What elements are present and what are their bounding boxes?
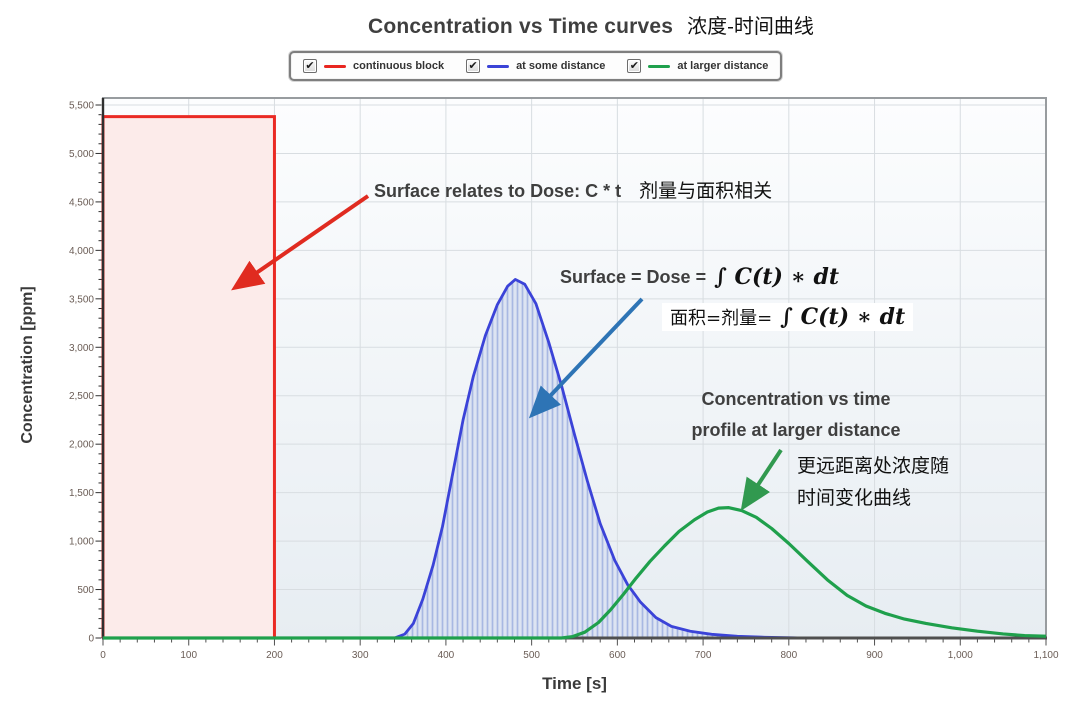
legend-item-label: at larger distance <box>677 60 769 72</box>
y-tick-label: 1,000 <box>69 537 94 548</box>
x-tick-label: 600 <box>609 650 626 661</box>
x-tick-label: 1,000 <box>948 650 973 661</box>
annotation-profile-en-line2: profile at larger distance <box>691 420 901 440</box>
y-tick-label: 4,500 <box>69 197 94 208</box>
series-at-some-distance-fill <box>394 279 802 638</box>
x-tick-label: 100 <box>180 650 197 661</box>
x-tick-label: 400 <box>438 650 455 661</box>
series-continuous-block-fill <box>103 116 275 638</box>
checkbox-icon[interactable]: ✔ <box>627 59 642 73</box>
legend-line-sample <box>648 64 671 68</box>
legend-item-label: at some distance <box>516 60 606 72</box>
chart-title: Concentration vs Time curves 浓度-时间曲线 <box>368 10 814 39</box>
legend-line-sample <box>324 64 346 68</box>
y-tick-label: 5,500 <box>69 101 94 112</box>
y-tick-label: 2,000 <box>69 440 94 451</box>
x-tick-label: 200 <box>266 650 283 661</box>
annotation-profile-zh: 更远距离处浓度随 时间变化曲线 <box>797 450 949 514</box>
legend-item-continuous-block[interactable]: ✔ continuous block <box>303 59 444 73</box>
profile-arrow <box>740 448 783 512</box>
annotation-profile-en-line1: Concentration vs time <box>701 389 891 409</box>
y-tick-label: 4,000 <box>69 246 94 257</box>
x-tick-label: 500 <box>523 650 540 661</box>
legend-line-sample <box>487 64 510 68</box>
x-tick-label: 800 <box>780 650 797 661</box>
legend-item-at-some-distance[interactable]: ✔ at some distance <box>466 59 605 73</box>
y-tick-label: 3,500 <box>69 294 94 305</box>
annotation-formula-zh: 面积=剂量= ∫ C(t) ∗ dt <box>662 303 914 331</box>
y-tick-label: 3,000 <box>69 343 94 354</box>
formula-en-math: ∫ C(t) ∗ dt <box>714 264 840 290</box>
y-tick-label: 5,000 <box>69 149 94 160</box>
x-tick-label: 300 <box>352 650 369 661</box>
x-tick-label: 1,100 <box>1033 650 1058 661</box>
x-tick-label: 900 <box>866 650 883 661</box>
legend-item-at-larger-distance[interactable]: ✔ at larger distance <box>627 59 768 73</box>
annotation-profile-en: Concentration vs time profile at larger … <box>652 384 940 446</box>
checkbox-icon[interactable]: ✔ <box>466 59 481 73</box>
y-tick-label: 500 <box>77 585 94 596</box>
y-tick-label: 0 <box>88 634 94 645</box>
checkbox-icon[interactable]: ✔ <box>303 59 317 73</box>
formula-zh-label: 面积=剂量= <box>670 308 773 329</box>
series-at-some-distance <box>393 278 802 640</box>
dose-arrow <box>231 194 370 291</box>
annotation-dose: Surface relates to Dose: C * t 剂量与面积相关 <box>374 176 772 203</box>
x-axis-label: Time [s] <box>542 674 607 693</box>
chart-title-en: Concentration vs Time curves <box>368 15 674 38</box>
annotation-dose-en: Surface relates to Dose: C * t <box>374 181 622 201</box>
y-axis-label: Concentration [ppm] <box>19 286 36 444</box>
annotation-profile-zh-line1: 更远距离处浓度随 <box>797 455 950 477</box>
y-tick-label: 2,500 <box>69 391 94 402</box>
annotation-profile-zh-line2: 时间变化曲线 <box>797 487 912 509</box>
legend-item-label: continuous block <box>353 60 445 72</box>
y-tick-label: 1,500 <box>69 488 94 499</box>
x-tick-label: 0 <box>100 650 106 661</box>
legend: ✔ continuous block ✔ at some distance ✔ … <box>289 51 783 81</box>
annotation-dose-zh: 剂量与面积相关 <box>639 180 773 202</box>
annotation-formula-en: Surface = Dose = ∫ C(t) ∗ dt <box>560 264 839 290</box>
x-tick-label: 700 <box>695 650 712 661</box>
formula-en-label: Surface = Dose = <box>560 266 707 287</box>
formula-zh-math: ∫ C(t) ∗ dt <box>780 304 906 330</box>
chart-title-zh: 浓度-时间曲线 <box>687 14 814 38</box>
surface-arrow <box>528 297 644 419</box>
